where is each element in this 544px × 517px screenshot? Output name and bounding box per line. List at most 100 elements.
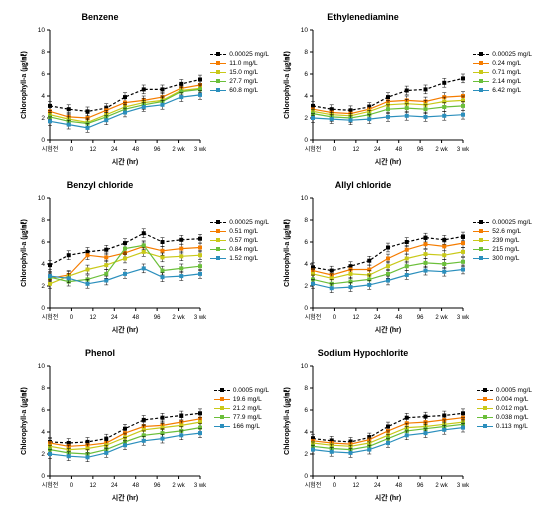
- svg-text:2: 2: [41, 115, 45, 122]
- legend-swatch: [477, 426, 493, 428]
- svg-text:10: 10: [301, 195, 309, 202]
- legend-swatch: [210, 63, 226, 65]
- legend-item: 215 mg/L: [473, 245, 532, 254]
- svg-text:8: 8: [304, 217, 308, 224]
- svg-text:0: 0: [70, 147, 74, 153]
- legend-item: 0.038 mg/L: [477, 413, 532, 422]
- svg-text:시간 (hr): 시간 (hr): [112, 325, 139, 334]
- legend-swatch: [477, 417, 493, 419]
- legend-swatch: [210, 54, 226, 56]
- svg-text:3 wk: 3 wk: [457, 147, 470, 153]
- legend-swatch: [473, 72, 489, 74]
- legend-label: 215 mg/L: [492, 245, 519, 254]
- legend-swatch: [210, 90, 226, 92]
- legend-swatch: [473, 81, 489, 83]
- svg-text:시험전: 시험전: [42, 145, 59, 153]
- legend-label: 6.42 mg/L: [492, 86, 521, 95]
- svg-text:시간 (hr): 시간 (hr): [112, 493, 139, 502]
- legend-swatch: [473, 90, 489, 92]
- svg-text:12: 12: [90, 147, 97, 153]
- svg-text:48: 48: [395, 483, 402, 489]
- legend-swatch: [214, 399, 230, 401]
- svg-text:시험전: 시험전: [305, 481, 322, 489]
- legend-swatch: [477, 390, 493, 392]
- legend-item: 0.24 mg/L: [473, 59, 532, 68]
- legend-item: 0.00025 mg/L: [210, 218, 269, 227]
- legend-label: 11.0 mg/L: [229, 59, 257, 68]
- legend-label: 0.038 mg/L: [496, 413, 529, 422]
- legend-item: 2.14 mg/L: [473, 77, 532, 86]
- legend-label: 239 mg/L: [492, 236, 519, 245]
- svg-text:96: 96: [417, 147, 424, 153]
- legend-item: 0.84 mg/L: [210, 245, 269, 254]
- svg-text:3 wk: 3 wk: [194, 315, 207, 321]
- chart-grid: Benzene0246810시험전0122448962 wk3 wkChloro…: [10, 10, 534, 507]
- legend-label: 21.2 mg/L: [233, 404, 262, 413]
- legend-item: 0.012 mg/L: [477, 404, 532, 413]
- svg-text:6: 6: [41, 71, 45, 78]
- svg-text:96: 96: [154, 147, 161, 153]
- svg-text:시험전: 시험전: [42, 481, 59, 489]
- legend-swatch: [214, 408, 230, 410]
- chart-legend: 0.00025 mg/L52.6 mg/L239 mg/L215 mg/L300…: [473, 218, 532, 263]
- legend-swatch: [473, 240, 489, 242]
- svg-text:시간 (hr): 시간 (hr): [375, 157, 402, 166]
- svg-text:3 wk: 3 wk: [457, 315, 470, 321]
- chart-title: Allyl chloride: [273, 180, 453, 190]
- svg-text:24: 24: [374, 315, 381, 321]
- svg-text:12: 12: [90, 483, 97, 489]
- legend-item: 0.51 mg/L: [210, 227, 269, 236]
- svg-text:3 wk: 3 wk: [194, 147, 207, 153]
- legend-swatch: [210, 249, 226, 251]
- svg-text:10: 10: [38, 195, 46, 202]
- legend-label: 15.0 mg/L: [229, 68, 258, 77]
- svg-text:0: 0: [41, 305, 45, 312]
- legend-label: 0.0005 mg/L: [233, 386, 269, 395]
- legend-label: 2.14 mg/L: [492, 77, 521, 86]
- svg-text:4: 4: [304, 261, 308, 268]
- legend-item: 52.6 mg/L: [473, 227, 532, 236]
- legend-swatch: [477, 408, 493, 410]
- legend-item: 0.00025 mg/L: [473, 50, 532, 59]
- legend-item: 0.004 mg/L: [477, 395, 532, 404]
- legend-item: 0.00025 mg/L: [210, 50, 269, 59]
- svg-text:2 wk: 2 wk: [172, 315, 185, 321]
- legend-swatch: [473, 249, 489, 251]
- legend-item: 77.9 mg/L: [214, 413, 269, 422]
- legend-item: 0.00025 mg/L: [473, 218, 532, 227]
- svg-text:시간 (hr): 시간 (hr): [375, 325, 402, 334]
- svg-text:0: 0: [304, 473, 308, 480]
- legend-swatch: [210, 81, 226, 83]
- svg-text:0: 0: [333, 315, 337, 321]
- svg-text:24: 24: [111, 315, 118, 321]
- legend-label: 300 mg/L: [492, 254, 519, 263]
- svg-text:6: 6: [41, 407, 45, 414]
- svg-text:4: 4: [41, 261, 45, 268]
- legend-label: 60.8 mg/L: [229, 86, 258, 95]
- legend-swatch: [210, 231, 226, 233]
- legend-item: 239 mg/L: [473, 236, 532, 245]
- svg-text:24: 24: [374, 147, 381, 153]
- svg-text:2: 2: [41, 451, 45, 458]
- chart-panel: Sodium Hypochlorite0246810시험전0122448962 …: [273, 346, 534, 510]
- legend-item: 0.57 mg/L: [210, 236, 269, 245]
- chart-panel: Ethylenediamine0246810시험전0122448962 wk3 …: [273, 10, 534, 174]
- svg-text:48: 48: [395, 147, 402, 153]
- legend-label: 0.57 mg/L: [229, 236, 258, 245]
- legend-label: 0.51 mg/L: [229, 227, 258, 236]
- legend-label: 0.113 mg/L: [496, 422, 528, 431]
- svg-text:10: 10: [38, 27, 46, 34]
- legend-label: 0.00025 mg/L: [229, 50, 269, 59]
- chart-title: Phenol: [10, 348, 190, 358]
- svg-text:시간 (hr): 시간 (hr): [375, 493, 402, 502]
- legend-swatch: [477, 399, 493, 401]
- legend-item: 19.6 mg/L: [214, 395, 269, 404]
- legend-swatch: [473, 231, 489, 233]
- svg-text:시험전: 시험전: [305, 313, 322, 321]
- svg-text:Chlorophyll-a (㎍/㎖): Chlorophyll-a (㎍/㎖): [282, 51, 292, 119]
- chart-title: Ethylenediamine: [273, 12, 453, 22]
- svg-text:0: 0: [70, 315, 74, 321]
- svg-text:4: 4: [41, 93, 45, 100]
- svg-text:24: 24: [111, 483, 118, 489]
- legend-swatch: [210, 240, 226, 242]
